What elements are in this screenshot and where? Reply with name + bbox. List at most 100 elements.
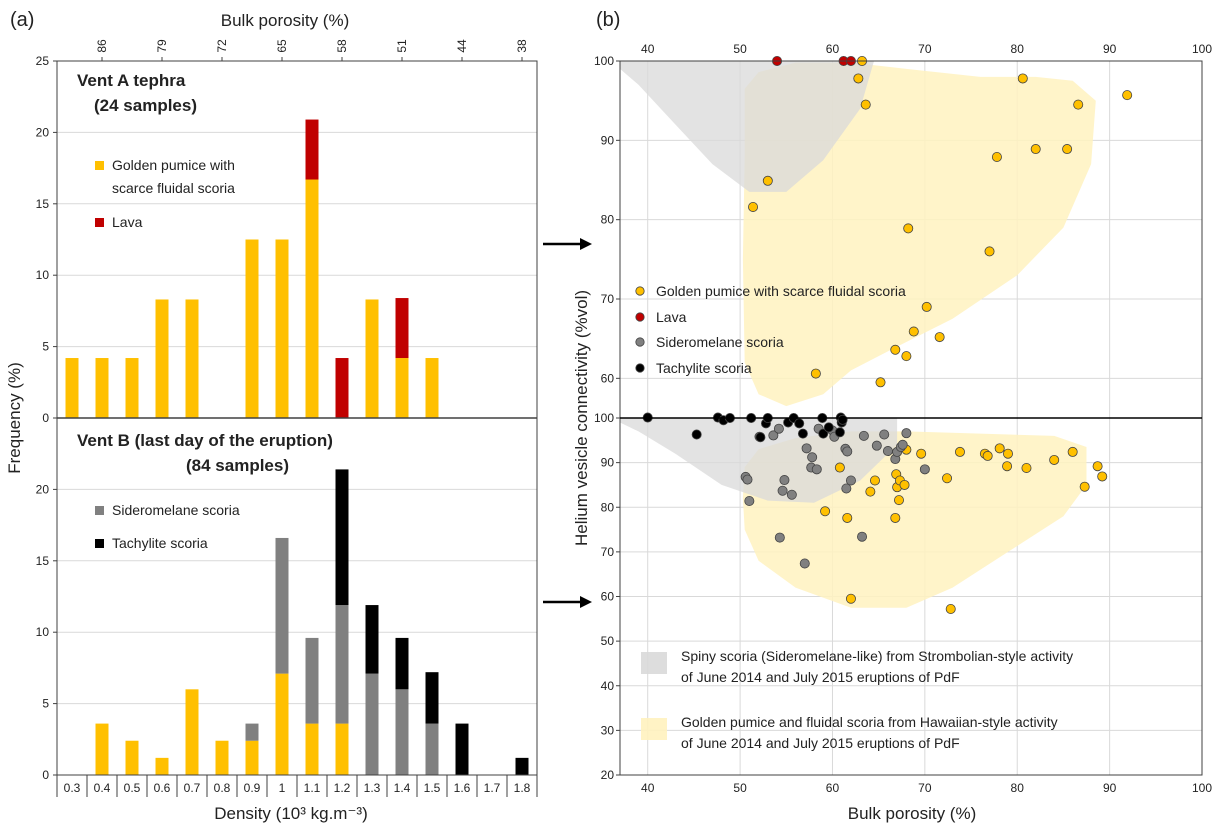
a-bottom-bar-1.6-tachylite — [455, 723, 469, 775]
b-bottom-point-golden — [834, 462, 845, 473]
a-top-bar-0.6-golden — [155, 299, 169, 418]
b-bottom-ytick-label: 90 — [601, 456, 615, 470]
b-top-ytick-label: 80 — [601, 213, 615, 227]
arrow-bottom — [543, 596, 592, 608]
b-xtick-label-bottom: 60 — [826, 781, 840, 795]
a-bottom-bar-1.1-golden — [305, 723, 319, 775]
b-xtick-label-bottom: 80 — [1011, 781, 1025, 795]
b-xtick-label-bottom: 40 — [641, 781, 655, 795]
b-xtick-label-top: 40 — [641, 42, 655, 56]
b-top-point-golden — [875, 377, 886, 388]
a-bottom-title: Vent B (last day of the eruption) — [77, 431, 333, 450]
a-bottom-bar-0.7-golden — [185, 689, 199, 775]
a-bottom-bar-0.6-golden — [155, 757, 169, 775]
a-xtick-label: 1.3 — [364, 781, 381, 795]
b-xtick-label-bottom: 100 — [1192, 781, 1212, 795]
b-bottom-point-sideromelane — [786, 489, 797, 500]
a-top-ytick-label: 0 — [42, 411, 49, 425]
a-legend-lava-swatch — [95, 218, 104, 227]
a-bottom-bar-1.4-sideromelane — [395, 689, 409, 775]
b-bottom-point-golden — [869, 475, 880, 486]
a-bottom-bar-0.4-golden — [95, 723, 109, 775]
a-bottom-bar-1-sideromelane — [275, 537, 289, 674]
a-xlabel: Density (10³ kg.m⁻³) — [214, 804, 368, 823]
a-xtick-label: 1.1 — [304, 781, 321, 795]
b-bottom-point-sideromelane — [857, 531, 868, 542]
a-top-bar-1.1-lava — [305, 119, 319, 180]
a-xtick-label: 0.6 — [154, 781, 171, 795]
a-legend-sideromelane-label: Sideromelane scoria — [112, 502, 240, 518]
a-bottom-ytick-label: 0 — [42, 768, 49, 782]
b-bottom-point-sideromelane — [897, 439, 908, 450]
b-bottom-spiny-region — [620, 418, 898, 503]
b-bottom-point-sideromelane — [845, 475, 856, 486]
a-xtick-label: 0.3 — [64, 781, 81, 795]
b-legend-label-golden: Golden pumice with scarce fluidal scoria — [656, 283, 906, 299]
a-top-bar-1.3-golden — [365, 299, 379, 418]
a-top-title: Vent A tephra — [77, 71, 186, 90]
b-top-point-golden — [860, 99, 871, 110]
b-bottom-point-sideromelane — [901, 428, 912, 439]
b-top-point-golden — [1062, 144, 1073, 155]
b-bottom-point-golden — [1002, 461, 1013, 472]
b-bottom-point-sideromelane — [882, 446, 893, 457]
b-bottom-point-tachylite — [691, 429, 702, 440]
panel-label-a: (a) — [10, 9, 34, 31]
b-bottom-point-sideromelane — [858, 430, 869, 441]
b-xtick-label-bottom: 70 — [918, 781, 932, 795]
b-bottom-point-sideromelane — [744, 496, 755, 507]
a-xtick-label: 1.5 — [424, 781, 441, 795]
b-bottom-point-golden — [954, 446, 965, 457]
a-xtick-label: 1.8 — [514, 781, 531, 795]
a-legend-tachylite-swatch — [95, 539, 104, 548]
a-xtick-label: 0.4 — [94, 781, 111, 795]
b-top-point-golden — [1073, 99, 1084, 110]
b-bottom-point-golden — [945, 603, 956, 614]
b-xlabel: Bulk porosity (%) — [848, 804, 976, 823]
b-top-ytick-label: 100 — [594, 54, 614, 68]
b-top-point-golden — [934, 332, 945, 343]
a-top-ytick-label: 25 — [36, 54, 50, 68]
b-top-point-golden — [1122, 90, 1133, 101]
b-bottom-point-sideromelane — [871, 440, 882, 451]
b-bottom-point-golden — [899, 479, 910, 490]
b-bottom-point-golden — [1049, 454, 1060, 465]
b-region-swatch-golden_region — [641, 718, 667, 740]
b-bottom-point-golden — [893, 495, 904, 506]
a-bottom-bar-0.9-sideromelane — [245, 723, 259, 741]
a-bottom-bar-1.5-tachylite — [425, 672, 439, 724]
a-top-ytick-label: 5 — [42, 340, 49, 354]
b-bottom-ytick-label: 60 — [601, 590, 615, 604]
a-bottom-bar-1.2-golden — [335, 723, 349, 775]
a-top-ytick-label: 10 — [36, 268, 50, 282]
b-bottom-point-golden — [890, 512, 901, 523]
b-top-point-golden — [908, 326, 919, 337]
a-top-porosity-tick-label: 65 — [275, 39, 289, 53]
a-top-porosity-tick-label: 72 — [215, 39, 229, 53]
b-bottom-point-golden — [842, 512, 853, 523]
a-top-porosity-tick-label: 86 — [95, 39, 109, 53]
b-bottom-point-tachylite — [834, 427, 845, 438]
a-legend-tachylite-label: Tachylite scoria — [112, 535, 208, 551]
a-top-bar-0.5-golden — [125, 358, 139, 418]
b-top-point-golden — [810, 368, 821, 379]
b-bottom-ytick-label: 100 — [594, 411, 614, 425]
a-top-bar-1.1-golden — [305, 179, 319, 418]
a-top-bar-0.4-golden — [95, 358, 109, 418]
b-bottom-point-tachylite — [818, 428, 829, 439]
b-bottom-point-golden — [1079, 481, 1090, 492]
a-legend-golden-label: scarce fluidal scoria — [112, 180, 235, 196]
b-xtick-label-top: 80 — [1011, 42, 1025, 56]
b-xtick-label-top: 70 — [918, 42, 932, 56]
a-top-porosity-tick-label: 79 — [155, 39, 169, 53]
b-bottom-point-golden — [1067, 446, 1078, 457]
b-bottom-point-sideromelane — [919, 464, 930, 475]
b-bottom-ytick-label: 50 — [601, 634, 615, 648]
a-xtick-label: 0.5 — [124, 781, 141, 795]
b-bottom-point-sideromelane — [777, 485, 788, 496]
b-bottom-point-golden — [845, 593, 856, 604]
a-bottom-bar-1.3-tachylite — [365, 605, 379, 674]
b-bottom-point-golden — [1097, 471, 1108, 482]
b-bottom-point-sideromelane — [801, 443, 812, 454]
a-top-bar-1-golden — [275, 239, 289, 418]
